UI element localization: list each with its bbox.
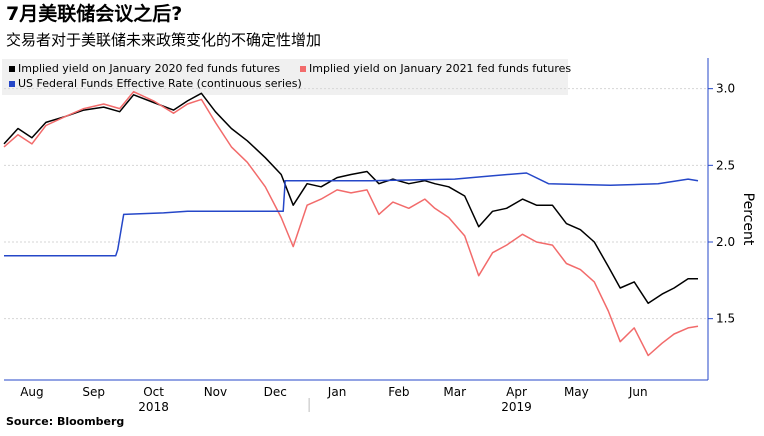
x-tick-label-9: May: [564, 385, 589, 399]
x-tick-label-0: Aug: [20, 385, 43, 399]
y-tick-label-2: 2.5: [716, 158, 735, 172]
legend-swatch-1: [300, 66, 306, 72]
x-tick-label-5: Jan: [327, 385, 347, 399]
chart-subtitle: 交易者对于美联储未来政策变化的不确定性增加: [6, 31, 322, 49]
y-tick-label-1: 2.0: [716, 235, 735, 249]
axes: 1.5 2.0 2.5 3.0 Percent Aug Sep Oct Nov Dec Jan Feb…: [4, 58, 756, 414]
x-tick-label-10: Jun: [628, 385, 648, 399]
chart-title: 7月美联储会议之后?: [6, 3, 183, 25]
series-line-2: [4, 172, 699, 257]
x-tick-label-3: Nov: [204, 385, 227, 399]
legend-label-2: US Federal Funds Effective Rate (continu…: [18, 77, 302, 90]
x-year-label-1: 2019: [501, 400, 532, 414]
y-axis-label: Percent: [740, 193, 756, 246]
legend-swatch-2: [9, 81, 15, 87]
x-tick-label-2: Oct: [143, 385, 164, 399]
legend-swatch-0: [9, 66, 15, 72]
legend: Implied yield on January 2020 fed funds …: [2, 59, 571, 95]
x-tick-label-8: Apr: [506, 385, 527, 399]
series-line-1: [3, 90, 699, 357]
x-tick-label-4: Dec: [264, 385, 287, 399]
legend-label-1: Implied yield on January 2021 fed funds …: [309, 62, 571, 75]
source-note: Source: Bloomberg: [6, 415, 125, 428]
x-tick-label-6: Feb: [388, 385, 409, 399]
plot-area: [3, 88, 708, 357]
legend-label-0: Implied yield on January 2020 fed funds …: [18, 62, 280, 75]
y-tick-label-0: 1.5: [716, 312, 735, 326]
x-tick-label-1: Sep: [82, 385, 105, 399]
x-tick-label-7: Mar: [443, 385, 466, 399]
x-year-label-0: 2018: [138, 400, 169, 414]
series-line-0: [3, 92, 698, 305]
y-tick-label-3: 3.0: [716, 82, 735, 96]
